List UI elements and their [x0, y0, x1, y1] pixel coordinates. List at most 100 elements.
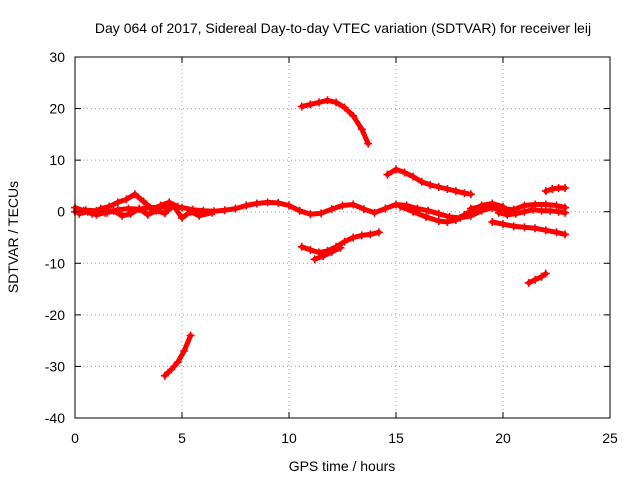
data-point [297, 102, 306, 111]
data-point [231, 204, 240, 213]
data-point [156, 201, 165, 210]
data-point [139, 197, 148, 206]
data-point [263, 198, 272, 207]
data-point [477, 201, 486, 210]
data-series [71, 96, 570, 380]
data-point [252, 199, 261, 208]
data-point [392, 200, 400, 209]
data-point [285, 201, 293, 210]
data-point [242, 201, 251, 210]
data-point [75, 209, 84, 218]
y-axis-label: SDTVAR / TECUs [5, 181, 21, 293]
data-point [417, 177, 426, 186]
data-point [101, 208, 109, 217]
data-point [426, 180, 435, 189]
data-point [443, 218, 452, 226]
data-point [499, 220, 507, 229]
data-point [370, 208, 379, 217]
data-point [332, 98, 341, 107]
data-point [451, 216, 460, 224]
data-point [374, 228, 383, 237]
series-line [76, 203, 215, 221]
data-point [319, 252, 328, 261]
data-point [469, 205, 477, 214]
data-point [160, 371, 169, 380]
data-point [531, 200, 540, 209]
y-tick-label: 0 [57, 204, 65, 220]
x-tick-label: 10 [281, 430, 297, 446]
data-point [327, 247, 336, 256]
series-line [299, 97, 371, 147]
data-point [537, 272, 546, 281]
data-point [531, 275, 540, 284]
y-axis-tick-labels: -40 -30 -20 -10 0 10 20 30 [45, 49, 65, 426]
x-tick-label: 20 [495, 430, 511, 446]
data-point [531, 224, 540, 233]
data-point [561, 184, 570, 192]
data-point [167, 365, 176, 374]
data-point [340, 237, 349, 246]
data-point [208, 208, 216, 217]
data-point [524, 278, 533, 287]
data-point [143, 210, 152, 219]
series-arc-early-2 [75, 201, 216, 222]
data-point [178, 213, 186, 222]
data-point [364, 139, 373, 148]
data-point [109, 206, 118, 215]
data-point [327, 205, 336, 214]
y-tick-label: -20 [45, 307, 65, 323]
data-point [409, 207, 418, 216]
y-tick-label: -10 [45, 255, 65, 271]
y-tick-label: 20 [49, 101, 65, 117]
data-point [349, 200, 358, 209]
data-point [488, 199, 497, 208]
grid [75, 57, 610, 418]
data-point [338, 201, 347, 210]
series-arc-d [310, 243, 345, 264]
data-point [306, 100, 315, 109]
data-point [130, 190, 139, 199]
data-point [152, 206, 161, 215]
y-tick-label: 10 [49, 152, 65, 168]
data-point [383, 170, 392, 179]
data-point [306, 245, 315, 254]
data-point [92, 210, 101, 219]
data-point [503, 210, 512, 219]
x-axis-label: GPS time / hours [289, 458, 396, 474]
data-point [186, 207, 195, 216]
series-arc-a [160, 331, 195, 380]
data-point [366, 230, 375, 239]
data-point [422, 212, 430, 221]
data-point [434, 209, 443, 218]
series-arc-late-2 [494, 205, 570, 219]
data-point [434, 217, 443, 225]
data-point [529, 205, 537, 214]
data-point [310, 255, 319, 264]
data-point [396, 202, 405, 211]
series-arc-e [383, 165, 475, 199]
x-tick-label: 15 [388, 430, 404, 446]
data-point [494, 208, 503, 217]
data-point [443, 185, 452, 193]
chart-title: Day 064 of 2017, Sidereal Day-to-day VTE… [95, 20, 591, 36]
data-point [511, 209, 520, 218]
data-point [169, 201, 178, 210]
data-point [359, 205, 368, 214]
data-point [306, 210, 315, 219]
data-point [520, 223, 529, 232]
series-line [312, 245, 343, 262]
data-point [460, 210, 469, 219]
y-tick-label: 30 [49, 49, 65, 65]
data-point [561, 208, 570, 217]
data-point [499, 202, 507, 211]
data-point [552, 228, 561, 237]
data-point [466, 190, 475, 199]
data-point [315, 98, 323, 107]
data-point [409, 172, 418, 181]
data-point [460, 189, 469, 198]
series-arc-c [297, 228, 383, 257]
data-point [126, 209, 135, 218]
y-tick-label: -30 [45, 358, 65, 374]
data-point [451, 187, 460, 196]
